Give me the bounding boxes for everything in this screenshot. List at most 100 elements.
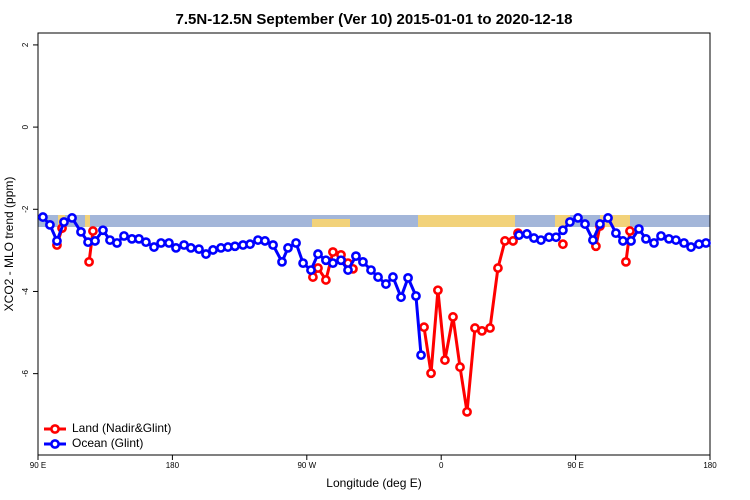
point — [230, 241, 240, 252]
point — [508, 236, 518, 246]
point — [381, 279, 391, 289]
point — [245, 239, 255, 250]
point — [411, 291, 421, 301]
point — [485, 323, 495, 333]
point — [455, 362, 465, 372]
point — [558, 239, 568, 250]
point — [112, 238, 122, 248]
x-tick-label: 0 — [439, 461, 444, 470]
point — [373, 272, 383, 282]
land-strip — [312, 219, 350, 227]
point — [634, 224, 644, 234]
point — [558, 225, 568, 236]
point — [336, 255, 346, 266]
point — [588, 235, 598, 245]
point — [671, 235, 681, 245]
point — [268, 240, 278, 250]
point — [141, 237, 151, 248]
y-tick-label: 2 — [21, 42, 30, 47]
point — [679, 238, 689, 248]
x-tick-label: 180 — [166, 461, 180, 470]
point — [625, 226, 635, 236]
point — [522, 229, 532, 239]
point — [38, 212, 48, 222]
point — [156, 238, 166, 248]
point — [433, 285, 443, 296]
point — [621, 256, 631, 267]
point — [90, 236, 100, 246]
point — [551, 232, 561, 243]
point — [171, 243, 181, 253]
land-strip — [85, 215, 90, 227]
point — [641, 233, 651, 244]
point — [119, 231, 129, 241]
point — [462, 406, 472, 417]
point — [88, 226, 98, 236]
point — [493, 263, 503, 273]
point — [649, 238, 659, 248]
point — [686, 242, 696, 252]
point — [306, 265, 316, 275]
land-mask-strip — [38, 215, 710, 227]
point — [701, 238, 711, 248]
point — [343, 265, 353, 275]
point — [98, 225, 108, 236]
point — [59, 217, 69, 227]
point — [149, 242, 159, 252]
point — [396, 292, 406, 303]
point — [416, 350, 426, 361]
chart-title: 7.5N-12.5N September (Ver 10) 2015-01-01… — [176, 11, 573, 28]
point — [283, 243, 293, 253]
point — [67, 213, 77, 223]
y-axis-label: XCO2 - MLO trend (ppm) — [2, 177, 16, 312]
y-tick-label: -6 — [21, 370, 30, 378]
x-tick-label: 90 W — [297, 461, 316, 470]
point — [440, 355, 450, 365]
point — [321, 275, 331, 285]
legend-label: Land (Nadir&Glint) — [72, 421, 171, 435]
point — [419, 322, 429, 333]
y-tick-label: -4 — [21, 287, 30, 295]
point — [626, 236, 636, 246]
land-strip — [418, 215, 515, 227]
legend-swatch — [50, 439, 60, 449]
point — [351, 251, 361, 262]
point — [52, 236, 62, 246]
point — [366, 265, 376, 275]
point — [514, 230, 524, 241]
point — [388, 272, 398, 282]
point — [618, 236, 628, 246]
point — [448, 312, 458, 322]
point — [656, 231, 666, 241]
point — [194, 244, 204, 255]
plot-frame — [37, 32, 711, 456]
point — [403, 272, 413, 283]
point — [328, 258, 338, 269]
point — [260, 236, 270, 246]
point — [76, 226, 86, 237]
x-tick-label: 90 E — [30, 461, 46, 470]
point — [186, 243, 196, 253]
point — [45, 219, 55, 230]
point — [603, 213, 613, 223]
point — [208, 245, 218, 255]
point — [164, 238, 174, 248]
x-tick-label: 180 — [703, 461, 717, 470]
point — [611, 228, 621, 239]
point — [201, 249, 211, 259]
point — [477, 326, 487, 336]
point — [291, 238, 301, 248]
point — [358, 256, 368, 267]
point — [328, 247, 338, 257]
point — [595, 219, 605, 229]
point — [277, 256, 287, 267]
y-tick-label: 0 — [21, 124, 30, 129]
ocean-strip — [38, 215, 710, 227]
point — [84, 256, 94, 267]
y-tick-label: -2 — [21, 205, 30, 213]
point — [580, 219, 590, 229]
x-axis-label: Longitude (deg E) — [326, 476, 421, 490]
x-tick-label: 90 E — [567, 461, 583, 470]
point — [298, 258, 308, 269]
